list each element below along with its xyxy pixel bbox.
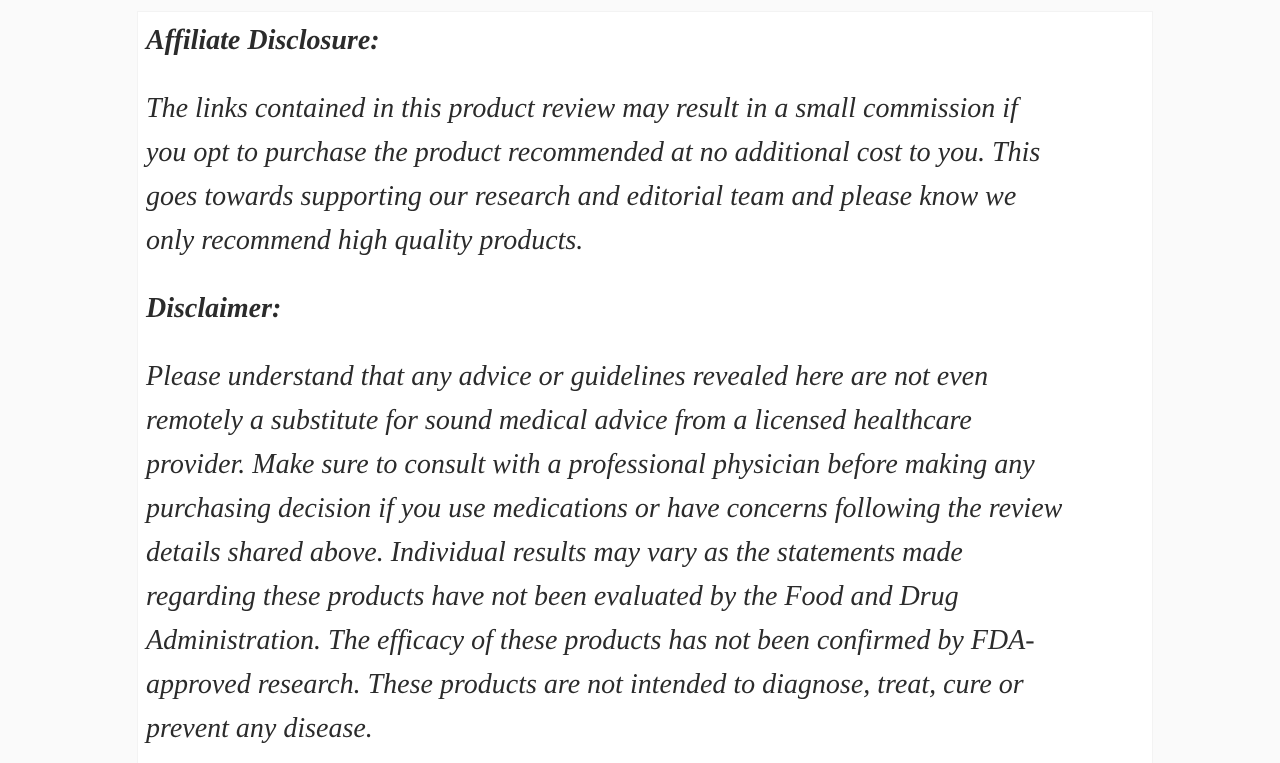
affiliate-disclosure-heading: Affiliate Disclosure: [146,25,380,56]
affiliate-disclosure-paragraph: The links contained in this product revi… [146,93,1041,256]
disclaimer-paragraph: Please understand that any advice or gui… [146,361,1063,744]
content-card: Affiliate Disclosure: The links containe… [137,11,1153,763]
disclaimer-heading: Disclaimer: [146,293,282,324]
